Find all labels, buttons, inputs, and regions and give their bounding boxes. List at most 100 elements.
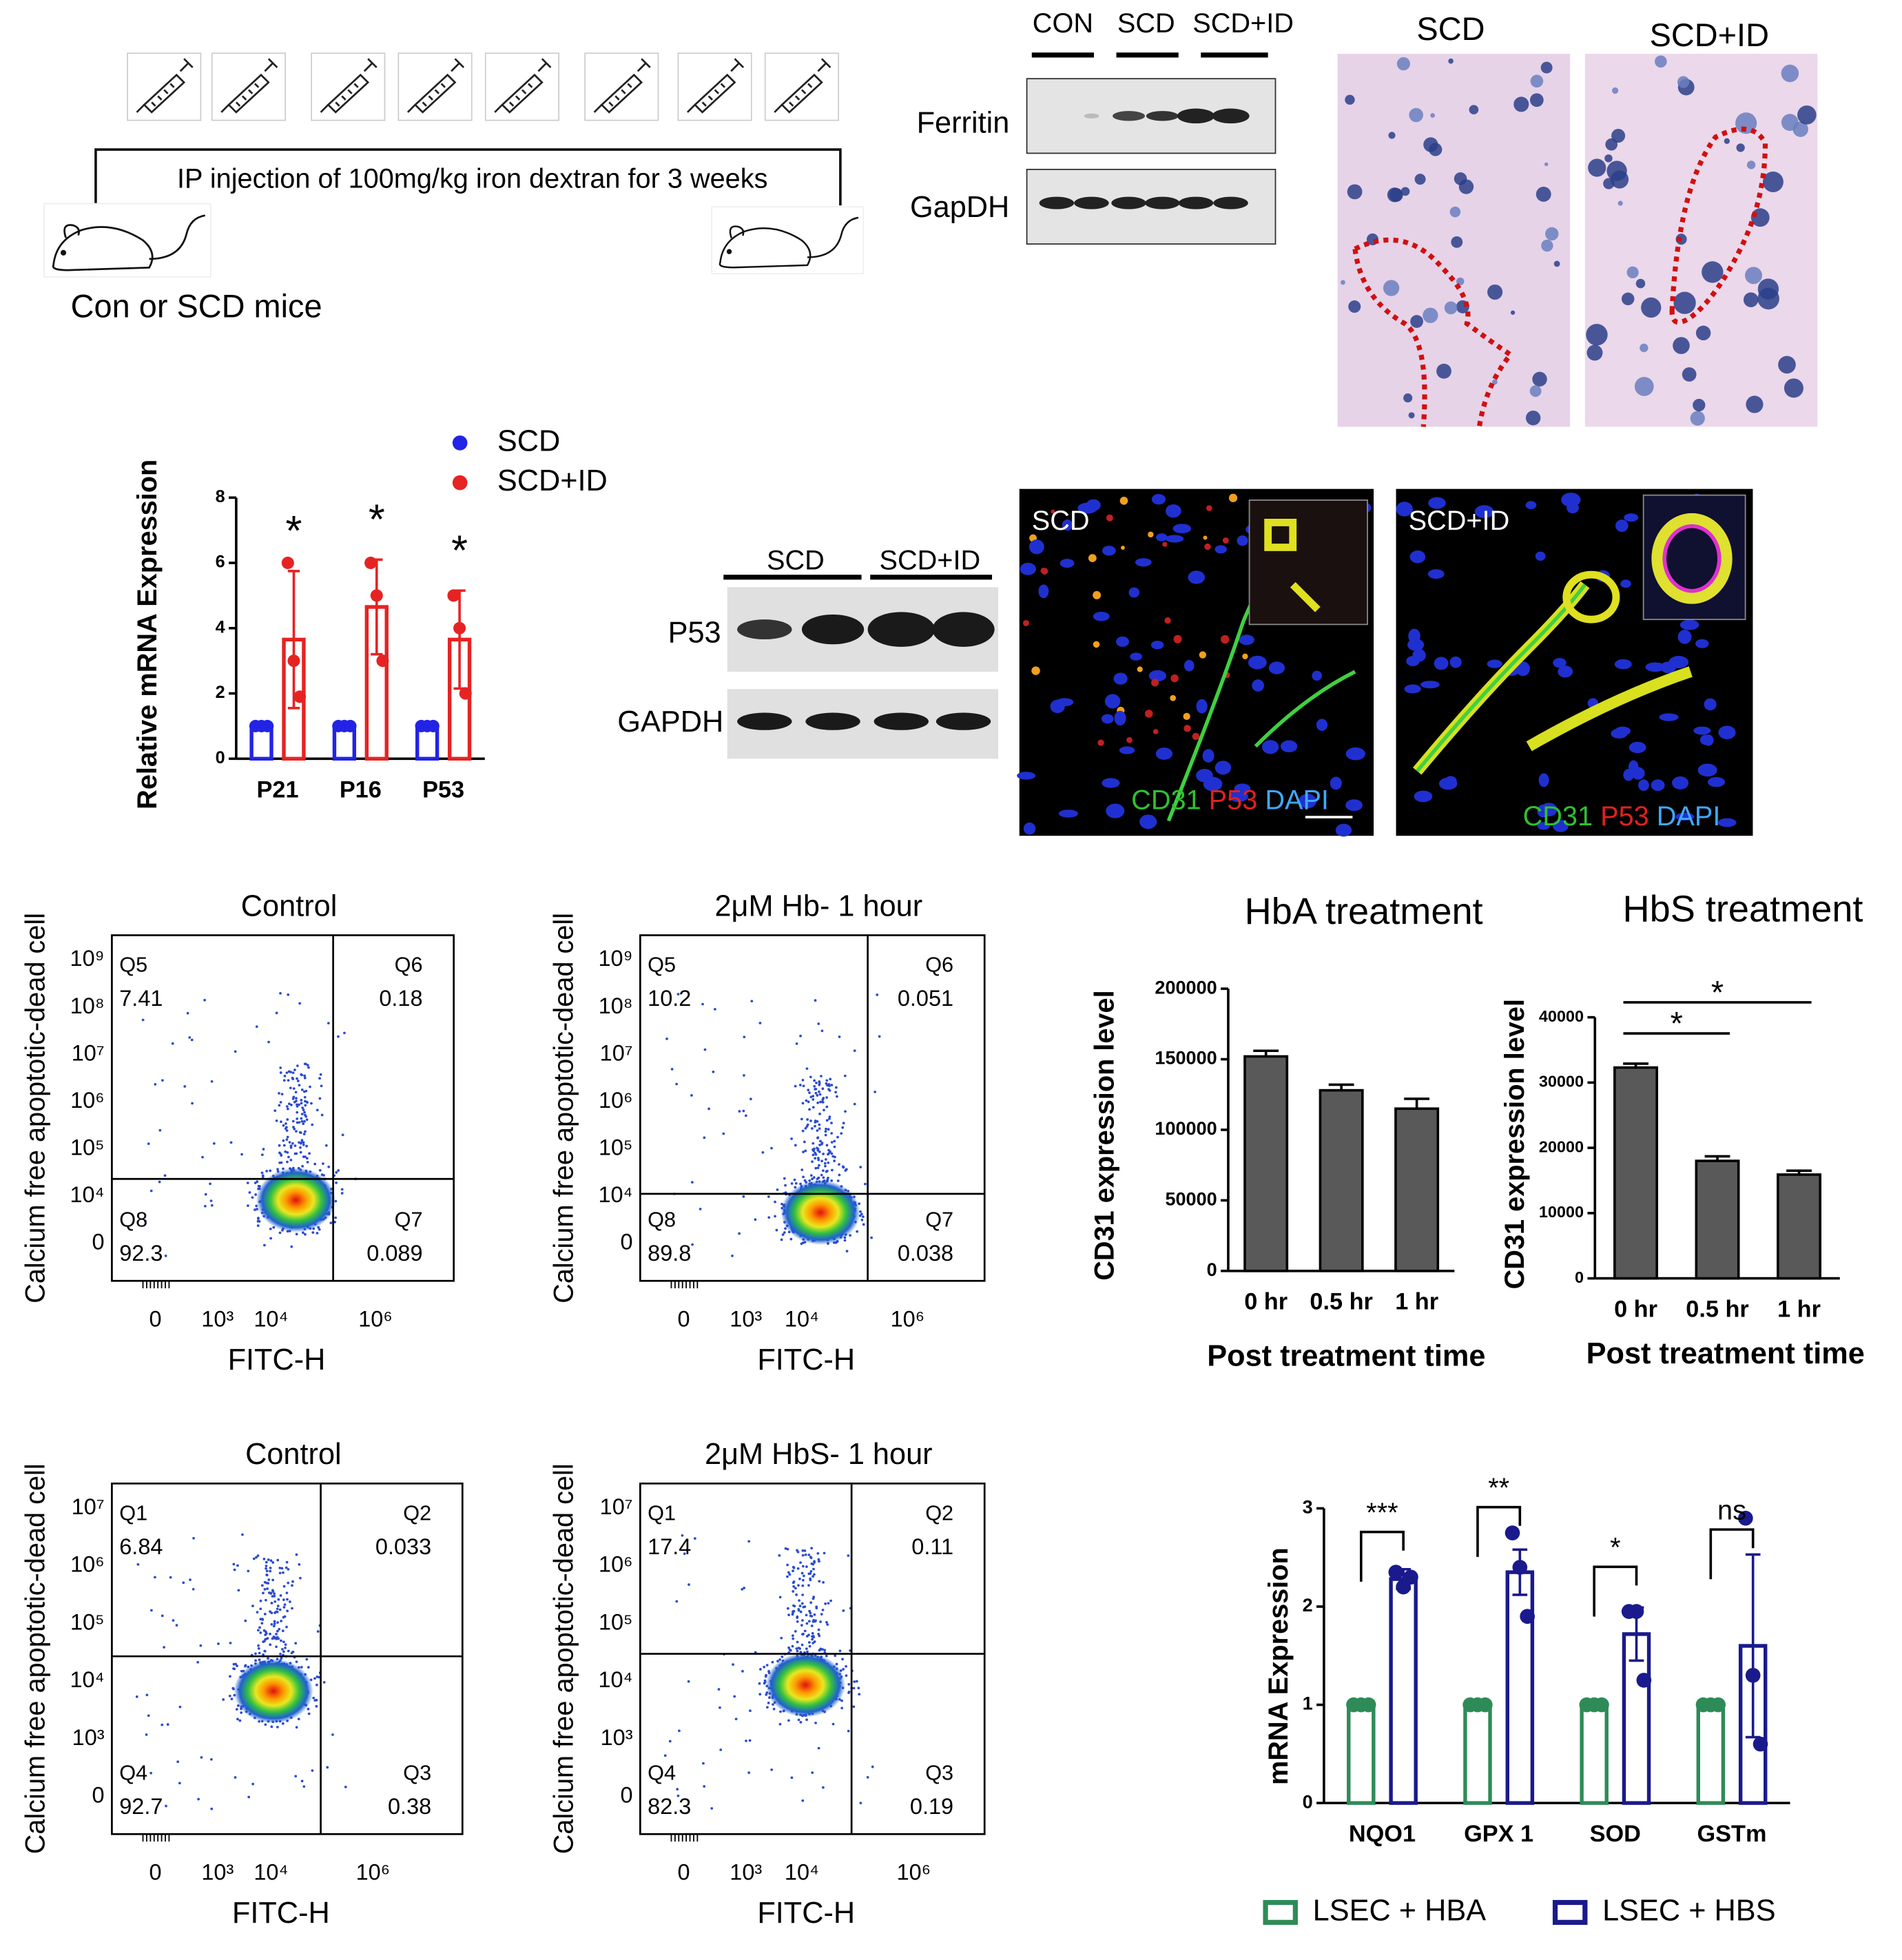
x-tick-label: 0 (149, 1860, 162, 1885)
quadrant-value: 0.033 (375, 1534, 431, 1559)
bar (447, 637, 472, 761)
nucleus (1427, 569, 1445, 579)
x-tick-label: 10⁴ (785, 1307, 819, 1332)
nucleus (1675, 812, 1695, 821)
y-tick-label: 10⁶ (70, 1088, 104, 1113)
quadrant-value: 0.038 (898, 1241, 953, 1266)
p53-speck (1022, 619, 1029, 626)
inset-vessel (1651, 513, 1733, 604)
nucleus (1102, 778, 1120, 788)
blot-row: Ferritin (917, 106, 1010, 139)
quadrant-value: 0.38 (388, 1794, 431, 1819)
nucleus (1707, 776, 1726, 787)
significance: * (1671, 1006, 1683, 1042)
vessel-outline (1352, 237, 1514, 428)
nucleus (1558, 666, 1573, 678)
nucleus (1077, 502, 1098, 514)
nucleus (1704, 698, 1717, 711)
y-tick-label: 10⁵ (599, 1609, 633, 1634)
y-tick-label: 20000 (1539, 1137, 1584, 1155)
p53-speck (1051, 509, 1055, 514)
blot-group: SCD (1117, 8, 1175, 39)
deposit (1383, 280, 1400, 296)
data-point (1629, 1604, 1644, 1619)
nucleus (1188, 570, 1206, 584)
x-axis-label: FITC-H (757, 1343, 855, 1376)
x-tick-label: 0 hr (1614, 1297, 1657, 1323)
deposit (1469, 105, 1479, 115)
deposit (1588, 158, 1606, 177)
quadrant-value: 82.3 (648, 1794, 691, 1819)
nucleus (1155, 747, 1173, 760)
deposit (1605, 138, 1618, 151)
legend-label: SCD+ID (497, 464, 608, 497)
syringe (211, 52, 287, 121)
deposit (1724, 138, 1730, 144)
y-tick-label: 0 (1303, 1791, 1313, 1812)
p53-blot: SCD SCD+ID P53 GAPDH (617, 546, 999, 759)
nucleus (1237, 535, 1248, 546)
bar (1738, 1644, 1768, 1805)
nucleus (1214, 761, 1232, 775)
plot-title: 2μM HbS- 1 hour (705, 1438, 933, 1471)
nucleus (1119, 746, 1135, 754)
syringe (311, 52, 386, 121)
bar (1319, 1089, 1364, 1272)
nucleus (1128, 587, 1140, 598)
x-tick-label: SOD (1590, 1821, 1641, 1847)
y-tick-label: 2 (216, 683, 225, 702)
nucleus (1017, 772, 1036, 780)
stain: P53 (1209, 785, 1258, 816)
plot-title: Control (245, 1438, 342, 1471)
y-tick-label: 0 (1207, 1259, 1217, 1280)
bar (1505, 1570, 1535, 1805)
nucleus (1335, 823, 1352, 837)
deposit (1414, 174, 1426, 185)
nucleus (1183, 659, 1195, 672)
deposit (1403, 393, 1413, 403)
y-tick-label: 0 (92, 1783, 105, 1808)
blot-row: GapDH (910, 191, 1009, 224)
deposit (1604, 154, 1613, 163)
nucleus (1196, 699, 1208, 714)
nucleus (1611, 728, 1628, 739)
y-tick-label: 10⁷ (72, 1040, 105, 1065)
quadrant-value: 0.051 (898, 986, 953, 1011)
nucleus (1615, 519, 1629, 533)
deposit (1487, 284, 1503, 300)
p53-speck (1203, 535, 1208, 540)
density (234, 1658, 313, 1724)
deposit (1736, 143, 1745, 152)
inset-vessel (1662, 524, 1722, 593)
y-tick-label: 10⁷ (72, 1494, 105, 1519)
deposit (1541, 239, 1553, 252)
deposit (1641, 297, 1662, 318)
deposit (1436, 363, 1451, 379)
deposit (1492, 379, 1498, 385)
data-point (1520, 1609, 1535, 1624)
nucleus (1638, 779, 1649, 792)
p53-speck (1170, 674, 1179, 683)
p53-speck (1228, 493, 1238, 502)
deposit (1611, 87, 1619, 94)
nucleus (1299, 794, 1316, 809)
ferritin-blot: CON SCD SCD+ID Ferritin GapDH (910, 8, 1294, 245)
legend-marker (452, 475, 468, 491)
nucleus (1396, 502, 1413, 517)
nucleus (1252, 679, 1264, 692)
nucleus (1645, 662, 1666, 672)
significance-bracket (1709, 1528, 1755, 1580)
quadrant-value: 6.84 (119, 1534, 163, 1559)
nucleus (1659, 713, 1679, 721)
iron-deposits (1341, 55, 1817, 426)
deposit (1682, 367, 1697, 382)
nucleus (1693, 726, 1711, 735)
quadrant-value: 92.3 (119, 1241, 163, 1266)
y-tick-label: 2 (1303, 1595, 1313, 1616)
y-tick-label: 10⁴ (70, 1667, 105, 1692)
x-tick-label: 10⁶ (356, 1860, 390, 1885)
legend-marker (1552, 1899, 1588, 1925)
nucleus (1704, 734, 1714, 746)
y-tick-label: 10⁴ (70, 1182, 105, 1207)
